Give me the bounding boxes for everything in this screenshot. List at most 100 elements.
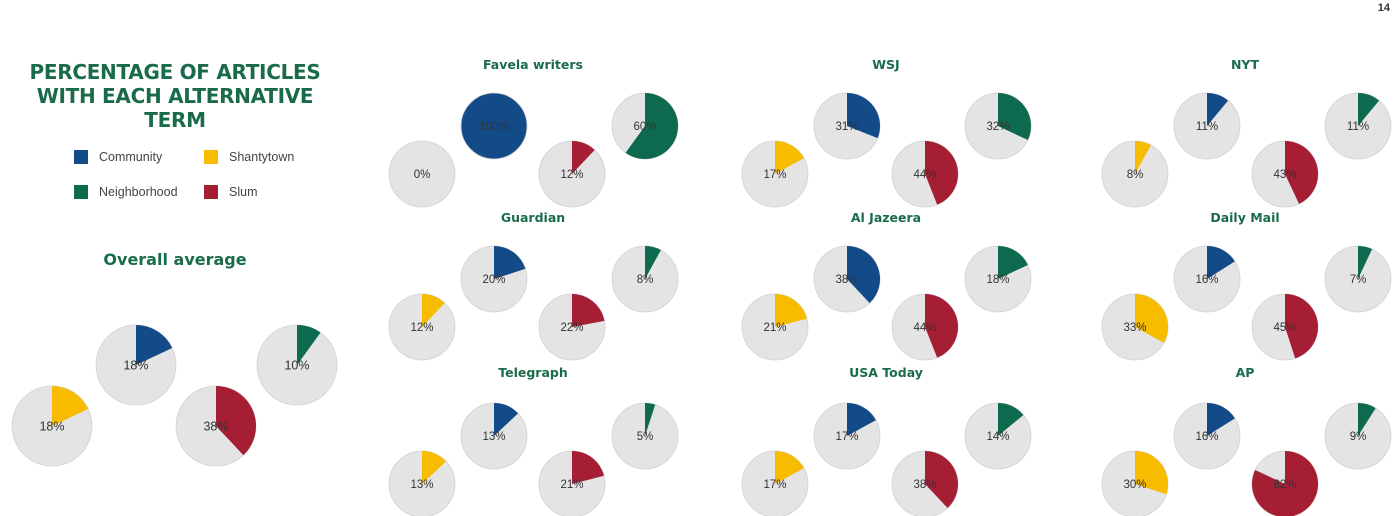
pie-wsj-slum-slice (925, 141, 958, 205)
pie-al-jazeera-shantytown-label: 21% (763, 322, 786, 334)
pie-usa-today-community-slice (847, 403, 876, 436)
pie-wsj-neighborhood: 32% (964, 92, 1032, 160)
pie-al-jazeera-community-slice (847, 246, 881, 304)
pie-usa-today-slum: 38% (891, 450, 959, 516)
group-title-ap: AP (1235, 365, 1255, 380)
legend-label-neighborhood: Neighborhood (99, 185, 178, 199)
legend-label-shantytown: Shantytown (229, 150, 295, 164)
pie-nyt-neighborhood-slice (1358, 93, 1380, 126)
pie-guardian-shantytown-label: 12% (410, 322, 433, 334)
legend-label-slum: Slum (229, 185, 258, 199)
pie-usa-today-slum-slice (925, 451, 959, 509)
pie-al-jazeera-slum: 44% (891, 293, 959, 361)
pie-favela-writers-neighborhood: 60% (611, 92, 679, 160)
pie-al-jazeera-neighborhood: 18% (964, 245, 1032, 313)
pie-daily-mail-shantytown: 33% (1101, 293, 1169, 361)
pie-wsj-slum-label: 44% (913, 169, 936, 181)
group-title-guardian: Guardian (500, 210, 566, 225)
pie-daily-mail-slum-slice (1285, 294, 1318, 359)
pie-overall-average-neighborhood: 10% (256, 324, 338, 406)
overall-average-title: Overall average (103, 250, 247, 269)
pie-ap-slum: 82% (1251, 450, 1319, 516)
pie-usa-today-community-label: 17% (835, 431, 858, 443)
pie-favela-writers-community-label: 100% (479, 121, 508, 133)
pie-daily-mail-community-label: 16% (1195, 274, 1218, 286)
pie-ap-neighborhood-label: 9% (1350, 431, 1367, 443)
pie-ap-slum-label: 82% (1273, 479, 1296, 491)
pie-guardian-shantytown-slice (422, 294, 445, 327)
pie-ap-shantytown-label: 30% (1123, 479, 1146, 491)
pie-telegraph-community: 13% (460, 402, 528, 470)
pie-overall-average-neighborhood-slice (297, 325, 321, 365)
pie-telegraph-slum: 21% (538, 450, 606, 516)
pie-daily-mail-shantytown-label: 33% (1123, 322, 1146, 334)
pie-al-jazeera-slum-slice (925, 294, 958, 358)
legend-swatch-neighborhood (74, 185, 88, 199)
legend-swatch-shantytown (204, 150, 218, 164)
pie-wsj-shantytown-slice (775, 141, 804, 174)
pie-telegraph-shantytown-slice (422, 451, 447, 484)
pie-guardian-community-label: 20% (482, 274, 505, 286)
pie-ap-community-label: 16% (1195, 431, 1218, 443)
pie-daily-mail-slum-label: 45% (1273, 322, 1296, 334)
group-title-daily-mail: Daily Mail (1210, 210, 1280, 225)
pie-usa-today-slum-label: 38% (913, 479, 936, 491)
pie-usa-today-shantytown: 17% (741, 450, 809, 516)
pie-guardian-neighborhood-label: 8% (637, 274, 654, 286)
pie-usa-today-neighborhood-slice (998, 403, 1024, 436)
pie-favela-writers-neighborhood-label: 60% (633, 121, 656, 133)
pie-guardian-neighborhood: 8% (611, 245, 679, 313)
pie-usa-today-neighborhood-label: 14% (986, 431, 1009, 443)
pie-nyt-community-label: 11% (1196, 121, 1218, 133)
pie-guardian-community-slice (494, 246, 526, 279)
pie-nyt-slum-label: 43% (1273, 169, 1296, 181)
pie-al-jazeera-neighborhood-slice (998, 246, 1028, 279)
pie-wsj-slum: 44% (891, 140, 959, 208)
pie-telegraph-neighborhood: 5% (611, 402, 679, 470)
pie-ap-neighborhood-slice (1358, 403, 1376, 436)
pie-wsj-neighborhood-label: 32% (986, 121, 1009, 133)
pie-nyt-slum: 43% (1251, 140, 1319, 208)
pie-al-jazeera-slum-label: 44% (913, 322, 936, 334)
pie-wsj-shantytown-label: 17% (763, 169, 786, 181)
pie-overall-average-community-slice (136, 325, 173, 365)
pie-usa-today-neighborhood: 14% (964, 402, 1032, 470)
pie-ap-community: 16% (1173, 402, 1241, 470)
pie-telegraph-slum-label: 21% (560, 479, 583, 491)
legend: Community Shantytown Neighborhood Slum (74, 150, 334, 210)
group-title-usa-today: USA Today (849, 365, 923, 380)
pie-nyt-slum-slice (1285, 141, 1319, 204)
pie-wsj-community-slice (847, 93, 880, 139)
pie-overall-average-community: 18% (95, 324, 177, 406)
pie-usa-today-shantytown-slice (775, 451, 804, 484)
pie-overall-average-shantytown-slice (52, 386, 89, 426)
pie-wsj-neighborhood-slice (998, 93, 1032, 141)
pie-overall-average-shantytown: 18% (11, 385, 93, 467)
pie-daily-mail-shantytown-slice (1135, 294, 1169, 343)
pie-nyt-shantytown-label: 8% (1127, 169, 1144, 181)
legend-swatch-slum (204, 185, 218, 199)
legend-item-neighborhood: Neighborhood (74, 185, 178, 199)
pie-telegraph-shantytown-label: 13% (410, 479, 433, 491)
pie-overall-average-community-label: 18% (123, 358, 148, 372)
pie-ap-neighborhood: 9% (1324, 402, 1392, 470)
pie-ap-community-slice (1207, 403, 1235, 436)
pie-ap-shantytown: 30% (1101, 450, 1169, 516)
group-title-telegraph: Telegraph (498, 365, 568, 380)
pie-overall-average-neighborhood-label: 10% (284, 358, 309, 372)
pie-nyt-community: 11% (1173, 92, 1241, 160)
legend-item-shantytown: Shantytown (204, 150, 294, 164)
pie-guardian-neighborhood-slice (645, 246, 661, 279)
pie-overall-average-slum-slice (216, 386, 256, 456)
pie-favela-writers-community: 100% (460, 92, 528, 160)
pie-wsj-community-label: 31% (835, 121, 858, 133)
legend-item-slum: Slum (204, 185, 257, 199)
pie-favela-writers-neighborhood-slice (625, 93, 678, 159)
page-title: PERCENTAGE OF ARTICLES WITH EACH ALTERNA… (29, 60, 321, 132)
pie-favela-writers-shantytown: 0% (388, 140, 456, 208)
pie-wsj-shantytown: 17% (741, 140, 809, 208)
pie-daily-mail-neighborhood-slice (1358, 246, 1373, 279)
pie-daily-mail-neighborhood: 7% (1324, 245, 1392, 313)
pie-usa-today-shantytown-label: 17% (763, 479, 786, 491)
